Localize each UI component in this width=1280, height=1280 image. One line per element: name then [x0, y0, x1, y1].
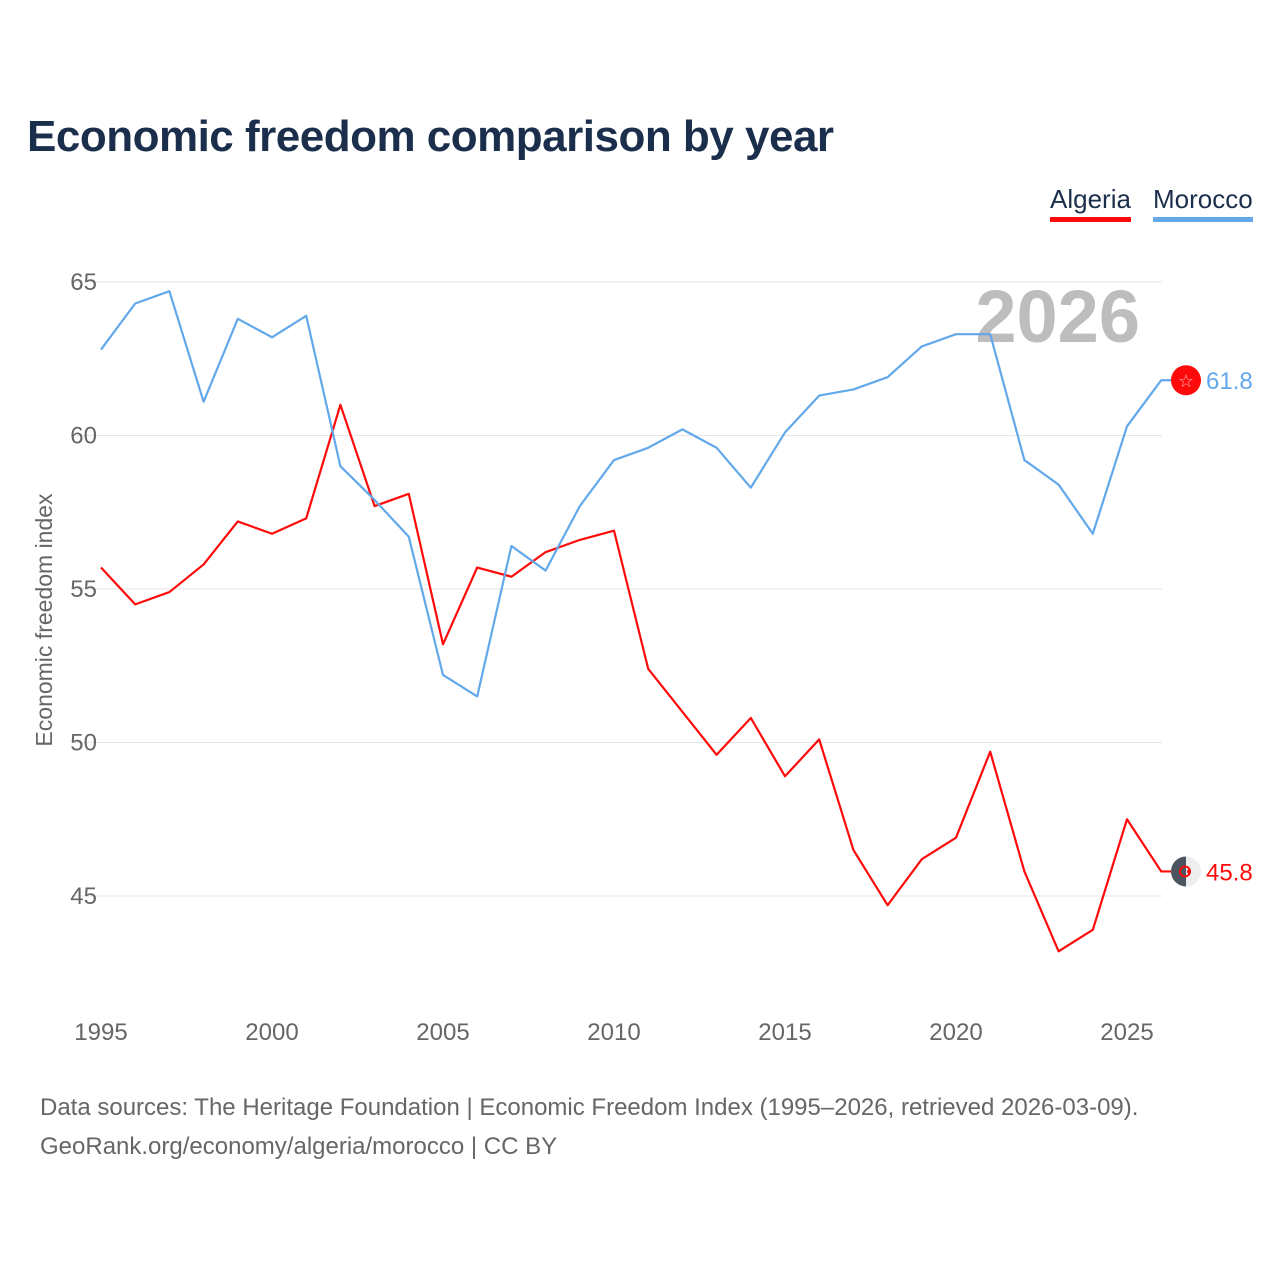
x-tick-label: 2000: [245, 1019, 298, 1046]
x-tick-label: 2005: [416, 1019, 469, 1046]
y-tick-label: 45: [70, 883, 97, 910]
source-url[interactable]: GeoRank.org/economy/algeria/morocco | CC…: [40, 1133, 558, 1160]
end-label-algeria: 45.8: [1206, 859, 1253, 886]
x-tick-label: 2015: [758, 1019, 811, 1046]
legend-algeria[interactable]: Algeria: [1050, 184, 1131, 222]
chart-title: Economic freedom comparison by year: [27, 112, 834, 161]
source-text: Data sources: The Heritage Foundation | …: [40, 1094, 1139, 1121]
footer: Data sources: The Heritage Foundation | …: [40, 1088, 1138, 1166]
star-icon: [1187, 869, 1191, 874]
morocco-flag-icon: [1171, 365, 1201, 396]
y-tick-label: 65: [70, 269, 97, 296]
y-tick-label: 60: [70, 423, 97, 450]
x-tick-label: 2025: [1100, 1019, 1153, 1046]
algeria-flag-green-half: [1171, 856, 1186, 887]
legend-morocco[interactable]: Morocco: [1153, 184, 1253, 222]
end-label-morocco: 61.8: [1206, 368, 1253, 395]
series-line-morocco: [100, 290, 1172, 698]
x-tick-label: 2020: [929, 1019, 982, 1046]
series-line-algeria: [100, 403, 1172, 953]
y-tick-label: 50: [70, 730, 97, 757]
y-tick-label: 55: [70, 576, 97, 603]
x-tick-label: 2010: [587, 1019, 640, 1046]
year-watermark: 2026: [975, 275, 1140, 358]
y-axis-label: Economic freedom index: [31, 493, 57, 747]
star-icon: ☆: [1178, 371, 1194, 391]
x-tick-label: 1995: [74, 1019, 127, 1046]
